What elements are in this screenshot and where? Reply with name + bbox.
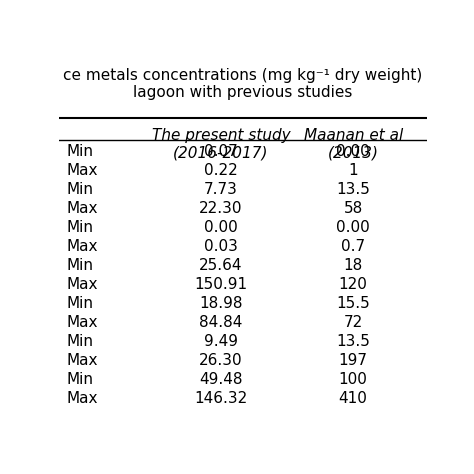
Text: 13.5: 13.5 [336, 334, 370, 349]
Text: 146.32: 146.32 [194, 391, 247, 406]
Text: 100: 100 [339, 372, 367, 387]
Text: Max: Max [66, 315, 98, 330]
Text: Min: Min [66, 296, 93, 311]
Text: 7.73: 7.73 [204, 182, 238, 197]
Text: 18.98: 18.98 [199, 296, 243, 311]
Text: 120: 120 [339, 277, 367, 292]
Text: 84.84: 84.84 [199, 315, 243, 330]
Text: 0.00: 0.00 [336, 144, 370, 159]
Text: 72: 72 [344, 315, 363, 330]
Text: ce metals concentrations (mg kg⁻¹ dry weight)
lagoon with previous studies: ce metals concentrations (mg kg⁻¹ dry we… [64, 68, 422, 100]
Text: Min: Min [66, 182, 93, 197]
Text: Max: Max [66, 163, 98, 178]
Text: 25.64: 25.64 [199, 258, 243, 273]
Text: 0.7: 0.7 [341, 239, 365, 254]
Text: Min: Min [66, 144, 93, 159]
Text: Max: Max [66, 201, 98, 216]
Text: 1: 1 [348, 163, 358, 178]
Text: 0.07: 0.07 [204, 144, 238, 159]
Text: Min: Min [66, 220, 93, 235]
Text: 0.03: 0.03 [204, 239, 238, 254]
Text: 9.49: 9.49 [204, 334, 238, 349]
Text: Max: Max [66, 239, 98, 254]
Text: The present study
(2016-2017): The present study (2016-2017) [152, 128, 290, 161]
Text: Maanan et al
(2013): Maanan et al (2013) [303, 128, 403, 161]
Text: 0.00: 0.00 [336, 220, 370, 235]
Text: 13.5: 13.5 [336, 182, 370, 197]
Text: 58: 58 [344, 201, 363, 216]
Text: 197: 197 [338, 353, 368, 368]
Text: 49.48: 49.48 [199, 372, 243, 387]
Text: Max: Max [66, 391, 98, 406]
Text: 22.30: 22.30 [199, 201, 243, 216]
Text: 0.22: 0.22 [204, 163, 238, 178]
Text: Min: Min [66, 334, 93, 349]
Text: Min: Min [66, 258, 93, 273]
Text: 410: 410 [339, 391, 367, 406]
Text: Max: Max [66, 277, 98, 292]
Text: 0.00: 0.00 [204, 220, 238, 235]
Text: 15.5: 15.5 [336, 296, 370, 311]
Text: 18: 18 [344, 258, 363, 273]
Text: Max: Max [66, 353, 98, 368]
Text: 150.91: 150.91 [194, 277, 247, 292]
Text: 26.30: 26.30 [199, 353, 243, 368]
Text: Min: Min [66, 372, 93, 387]
